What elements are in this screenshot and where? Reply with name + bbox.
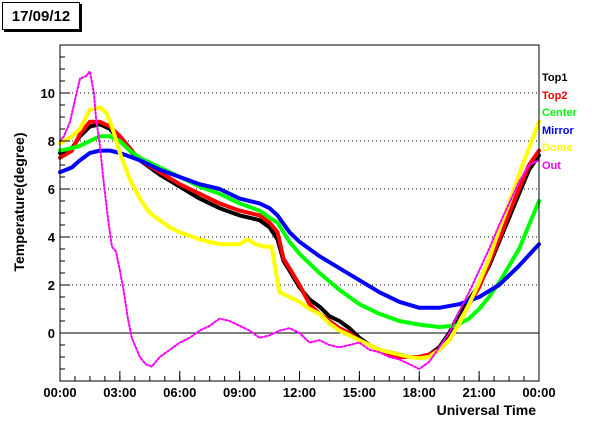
legend-item-center: Center	[542, 107, 577, 119]
y-tick-label: 0	[48, 326, 55, 341]
legend-item-top2: Top2	[542, 89, 568, 102]
y-axis-label: Temperature(degree)	[11, 132, 27, 271]
y-tick-label: 10	[41, 86, 55, 101]
x-tick-label: 06:00	[163, 385, 196, 400]
plot-frame	[59, 44, 540, 382]
series-dome	[58, 105, 541, 361]
x-tick-label: 09:00	[223, 385, 256, 400]
y-tick-label: 6	[48, 182, 55, 197]
x-tick-label: 21:00	[463, 385, 496, 400]
series-mirror	[58, 148, 541, 310]
y-axis-ticks: 0 2 4 6 8 10	[41, 44, 70, 382]
x-tick-label: 03:00	[103, 385, 136, 400]
legend-item-out: Out	[542, 159, 561, 172]
legend-item-top1: Top1	[542, 72, 568, 84]
legend-item-dome: Dome	[542, 142, 573, 154]
x-axis-ticks: 00:00 03:00 06:00 09:00 12:00 15:00 18:00 21:00…	[43, 371, 556, 400]
x-tick-label: 15:00	[343, 385, 376, 400]
legend: Top1 Top2 Center Mirror Dome Out	[542, 70, 596, 175]
x-tick-label: 12:00	[283, 385, 316, 400]
x-tick-label: 18:00	[403, 385, 436, 400]
y-tick-label: 4	[48, 230, 56, 245]
series-out	[59, 70, 540, 370]
date-title: 17/09/12	[2, 2, 80, 30]
legend-item-mirror: Mirror	[542, 124, 574, 137]
x-tick-label: 00:00	[522, 385, 555, 400]
y-tick-label: 2	[48, 278, 55, 293]
x-axis-label: Universal Time	[437, 402, 537, 418]
series-center	[58, 134, 541, 329]
series-plot-area	[58, 70, 541, 370]
x-tick-label: 00:00	[43, 385, 76, 400]
y-tick-label: 8	[48, 134, 55, 149]
